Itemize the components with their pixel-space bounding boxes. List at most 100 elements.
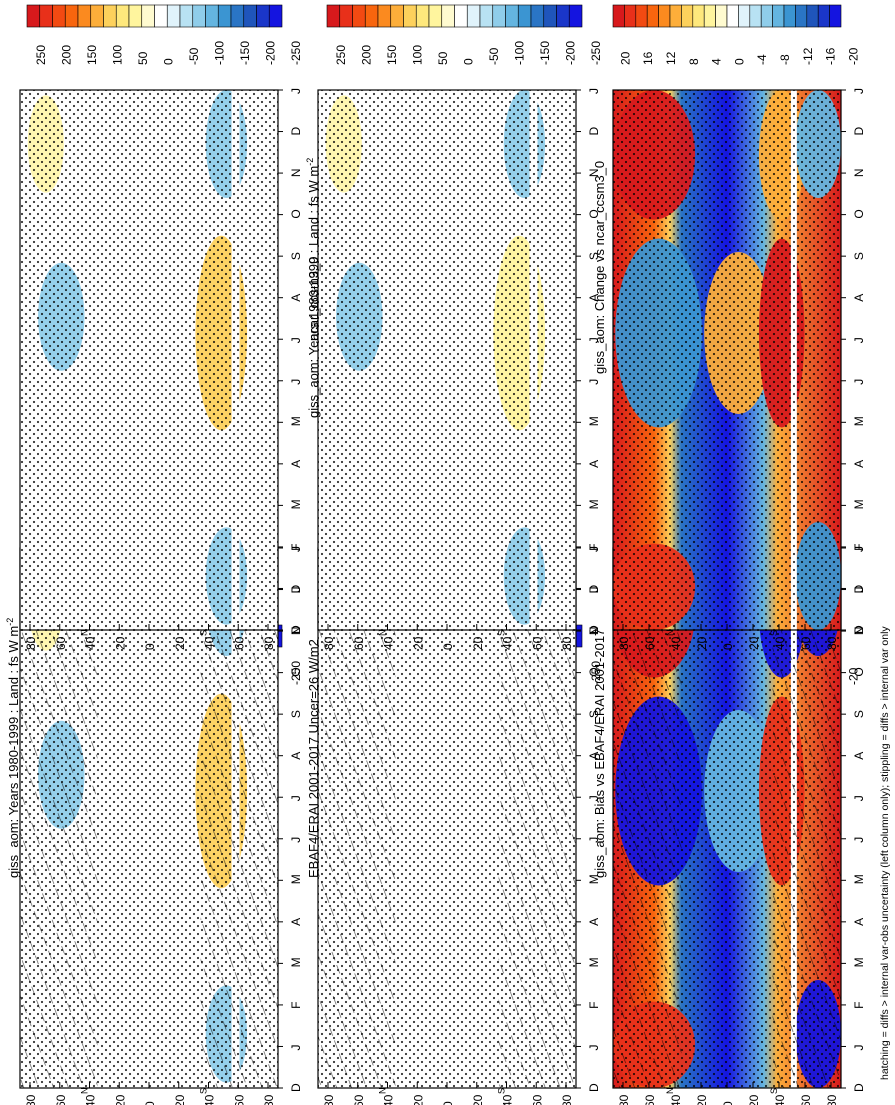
lat-tick-label: 20 (471, 636, 485, 650)
colorbar-box (256, 4, 270, 28)
month-tick-label: J (289, 837, 303, 843)
month-tick-label: O (289, 667, 303, 676)
month-tick-label: S (289, 252, 303, 260)
month-tick-label: A (852, 294, 866, 302)
colorbar-box (772, 4, 785, 28)
month-tick-label: J (587, 337, 601, 343)
colorbar-label: -150 (538, 41, 552, 65)
colorbar-box (39, 4, 53, 28)
month-tick-label: S (587, 252, 601, 260)
hatching (318, 548, 396, 1088)
month-tick-label: D (289, 625, 303, 634)
lat-tick-label: 80 (617, 636, 631, 650)
colorbar-box (635, 4, 648, 28)
colorbar-label: -12 (801, 47, 815, 65)
title-top-left: giss_aom: Years 1980-1999 : Land : fs W … (5, 618, 21, 878)
lat-hemisphere: S (769, 630, 779, 636)
colorbar-label: -4 (755, 54, 769, 65)
lat-tick-label: 20 (695, 1094, 709, 1105)
colorbar-label: -250 (589, 661, 603, 685)
month-tick-label: F (289, 544, 303, 551)
colorbar-box (166, 4, 181, 28)
colorbar-box (154, 4, 168, 28)
month-tick-label: N (587, 626, 601, 635)
colorbar-box (217, 4, 232, 28)
colorbar-label: 0 (461, 58, 475, 65)
lat-tick-label: 60 (643, 1094, 657, 1105)
lat-tick-label: 20 (747, 636, 761, 650)
lat-tick-label: 80 (322, 636, 336, 650)
colorbar-box (103, 4, 117, 28)
colorbar-top-right: 250 200 150 100 50 0 -50 -100 -150 -200 -250 (26, 4, 303, 65)
stippling (613, 90, 841, 630)
colorbar-label: -200 (263, 41, 277, 65)
month-tick-label: D (289, 127, 303, 136)
month-tick-label: O (852, 209, 866, 218)
plot-frame (317, 89, 577, 631)
month-tick-label: J (852, 837, 866, 843)
colorbar-label: 4 (710, 58, 724, 65)
title-bottom-left: giss_aom: Bias vs EBAF4/ERAI 2001-2017 (592, 629, 607, 878)
lat-hemisphere: S (769, 1088, 779, 1094)
colorbar-box (268, 4, 283, 28)
lat-tick-label: 60 (352, 636, 366, 650)
colorbar-box (390, 4, 404, 28)
lat-tick-label: 60 (643, 636, 657, 650)
lat-tick-label: 20 (411, 1094, 425, 1105)
hatching (772, 548, 841, 1088)
lat-tick-label: 60 (54, 1094, 68, 1105)
month-tick-label: F (587, 544, 601, 551)
colorbar-middle-right: 250 200 150 100 50 0 -50 -100 -150 -200 -250 (326, 4, 603, 65)
colorbar-label: -250 (589, 41, 603, 65)
month-tick-label: M (289, 957, 303, 967)
colorbar-label: -20 (846, 667, 860, 685)
lat-tick-label: 80 (560, 636, 574, 650)
month-tick-label: S (852, 710, 866, 718)
lat-tick-label: 0 (143, 643, 157, 650)
colorbar-box (192, 4, 206, 28)
lat-tick-label: 40 (382, 1094, 396, 1105)
month-tick-label: J (852, 1044, 866, 1050)
colorbar-box (230, 4, 245, 28)
colorbar-label: -100 (212, 41, 226, 65)
colorbar-box (726, 4, 739, 28)
colorbar-label: 150 (85, 45, 99, 65)
lat-hemisphere: S (199, 630, 209, 636)
colorbar-box (115, 4, 130, 28)
month-tick-label: J (289, 795, 303, 801)
month-tick-label: S (289, 710, 303, 718)
lat-tick-label: 60 (232, 636, 246, 650)
colorbar-box (703, 4, 716, 28)
lat-tick-label: 0 (721, 1101, 735, 1105)
colorbar-label: 12 (664, 51, 678, 65)
colorbar-box (141, 4, 155, 28)
month-tick-label: J (289, 1044, 303, 1050)
colorbar-box (352, 4, 366, 28)
lat-hemisphere: N (80, 1088, 90, 1095)
colorbar-label: 100 (410, 45, 424, 65)
lat-hemisphere: N (665, 630, 675, 637)
month-tick-label: M (587, 416, 601, 426)
month-tick-label: A (289, 752, 303, 760)
colorbar-box (205, 4, 219, 28)
colorbar-box (783, 4, 796, 28)
colorbar-box (415, 4, 430, 28)
lat-tick-label: 20 (695, 636, 709, 650)
lat-tick-label: 80 (617, 1094, 631, 1105)
lat-tick-label: 40 (203, 636, 217, 650)
colorbar-label: -16 (824, 47, 838, 65)
colorbar-box (243, 4, 257, 28)
colorbar-label: 200 (359, 45, 373, 65)
colorbar-label: 250 (34, 45, 48, 65)
month-tick-label: A (289, 460, 303, 468)
month-tick-label: J (587, 586, 601, 592)
colorbar-label: -50 (187, 47, 201, 65)
colorbar-label: -8 (778, 54, 792, 65)
lat-tick-label: 40 (203, 1094, 217, 1105)
colorbar-label: 50 (136, 51, 150, 65)
month-tick-label: J (587, 379, 601, 385)
month-tick-label: N (289, 626, 303, 635)
lat-tick-label: 40 (773, 1094, 787, 1105)
colorbar-box (543, 4, 557, 28)
lat-tick-label: 40 (669, 1094, 683, 1105)
